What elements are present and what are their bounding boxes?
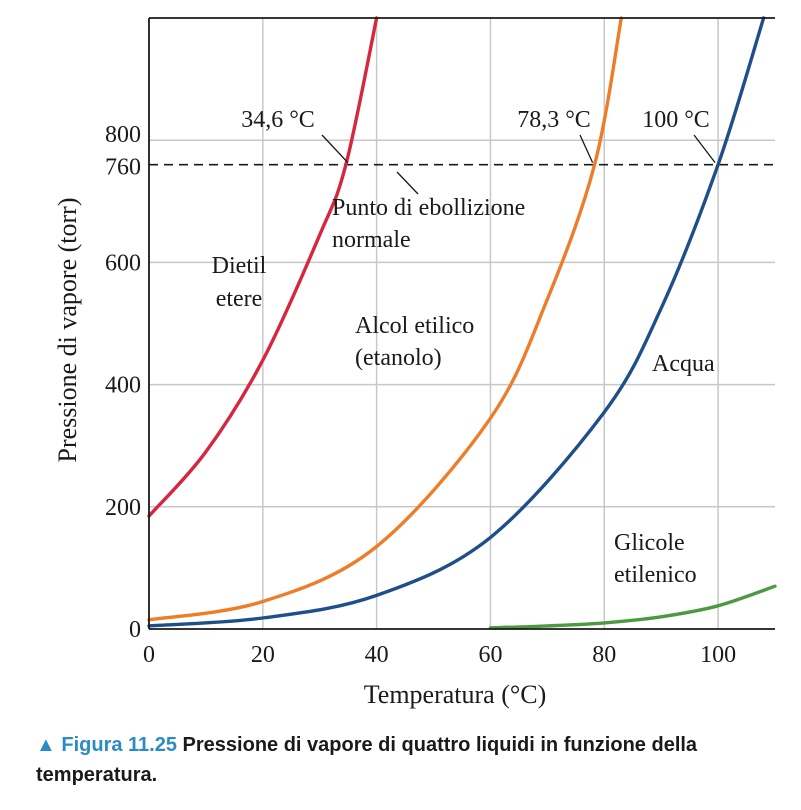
label-ether-line1: Dietil — [212, 253, 267, 279]
caption-text: Pressione di vapore di quattro liquidi i… — [36, 734, 698, 786]
series-line-0 — [147, 16, 379, 518]
y-tick-label: 600 — [105, 250, 141, 276]
series-group — [147, 16, 777, 630]
y-tick-label: 200 — [105, 495, 141, 521]
label-ethanol-line2: (etanolo) — [355, 345, 442, 371]
pointer-ether — [321, 134, 349, 164]
pointer-ethanol — [579, 134, 594, 163]
x-tick-labels: 0 20 40 60 80 100 — [143, 642, 736, 668]
y-tick-label: 760 — [105, 155, 141, 181]
annotation-bp-ether: 34,6 °C — [241, 107, 315, 133]
annotation-pointers — [321, 134, 716, 195]
annotation-bp-water: 100 °C — [642, 107, 710, 133]
label-water: Acqua — [652, 351, 715, 377]
x-tick-label: 80 — [592, 642, 616, 668]
vapor-pressure-chart: 0 20 40 60 80 100 0 200 400 600 760 800 Temperatur… — [53, 16, 777, 709]
x-tick-label: 0 — [143, 642, 155, 668]
annotation-boiling-point-line2: normale — [332, 227, 411, 253]
pointer-boiling-line — [396, 171, 419, 195]
y-axis-label: Pressione di vapore (torr) — [53, 198, 82, 463]
plot-background — [149, 18, 775, 629]
y-tick-label: 400 — [105, 373, 141, 399]
x-axis-label: Temperatura (°C) — [364, 680, 547, 709]
y-tick-label: 0 — [129, 617, 141, 643]
label-glycol-line2: etilenico — [614, 562, 697, 588]
figure-number: Figura 11.25 — [61, 734, 177, 756]
label-ethanol-line1: Alcol etilico — [355, 313, 474, 339]
triangle-icon: ▲ — [36, 734, 56, 756]
series-line-3 — [488, 584, 777, 630]
x-tick-label: 40 — [365, 642, 389, 668]
label-glycol-line1: Glicole — [614, 530, 685, 556]
figure-caption: ▲ Figura 11.25 Pressione di vapore di qu… — [36, 730, 776, 790]
label-ether-line2: etere — [216, 286, 263, 312]
pointer-water — [693, 134, 716, 164]
y-tick-labels: 0 200 400 600 760 800 — [105, 122, 141, 643]
series-line-1 — [147, 16, 623, 622]
annotation-boiling-point-line1: Punto di ebollizione — [332, 195, 525, 221]
x-tick-label: 100 — [700, 642, 736, 668]
x-tick-label: 60 — [478, 642, 502, 668]
series-line-2 — [147, 16, 766, 628]
y-tick-label: 800 — [105, 122, 141, 148]
annotation-bp-ethanol: 78,3 °C — [517, 107, 591, 133]
x-tick-label: 20 — [251, 642, 275, 668]
